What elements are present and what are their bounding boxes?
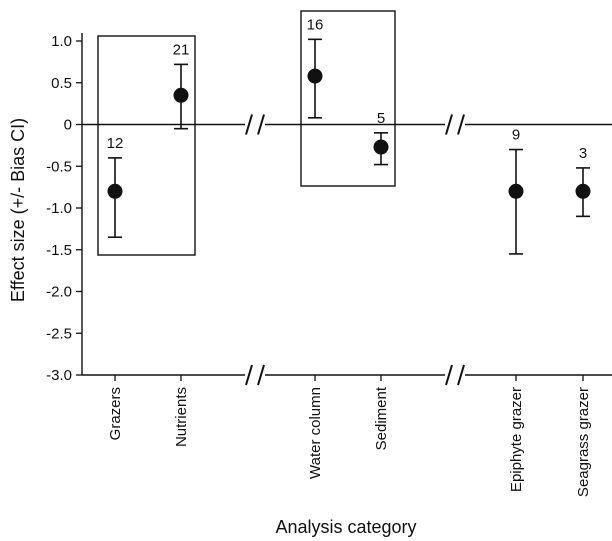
axis-break-gap [445, 372, 465, 378]
category-label: Water column [307, 387, 324, 479]
group-box [97, 35, 196, 256]
category-label: Grazers [107, 387, 124, 440]
data-point [575, 183, 591, 199]
axis-break-mark [245, 114, 253, 135]
x-axis-title: Analysis category [275, 517, 416, 537]
axis-break-mark [457, 364, 465, 386]
sample-size-label: 5 [377, 110, 385, 127]
axis-break-gap [245, 372, 265, 378]
axis-break-mark [245, 364, 253, 386]
axis-break-gap [245, 121, 265, 128]
sample-size-label: 12 [107, 135, 124, 152]
category-label: Nutrients [173, 387, 190, 447]
sample-size-label: 9 [512, 127, 520, 144]
group-box [300, 10, 396, 187]
sample-size-label: 3 [579, 145, 587, 162]
category-label: Epiphyte grazer [508, 387, 525, 492]
category-label: Sediment [373, 386, 390, 450]
data-point [307, 68, 323, 84]
data-point [508, 183, 524, 199]
y-tick-label: -1.5 [46, 242, 72, 259]
axis-break-mark [257, 364, 265, 386]
y-tick-label: -0.5 [46, 158, 72, 175]
sample-size-label: 21 [173, 41, 190, 58]
y-tick-label: 0.5 [51, 75, 72, 92]
axis-break-mark [257, 114, 265, 135]
category-label: Seagrass grazer [575, 387, 592, 497]
y-tick-label: -1.0 [46, 200, 72, 217]
data-point [107, 183, 123, 199]
data-point [173, 87, 189, 103]
axis-break-mark [457, 114, 465, 135]
y-tick-label: -3.0 [46, 367, 72, 384]
axis-break-gap [445, 121, 465, 128]
y-tick-label: -2.0 [46, 284, 72, 301]
y-axis-title: Effect size (+/- Bias CI) [8, 118, 28, 302]
y-tick-label: -2.5 [46, 325, 72, 342]
sample-size-label: 16 [307, 16, 324, 33]
axis-break-mark [445, 114, 453, 135]
axis-break-mark [445, 364, 453, 386]
y-tick-label: 1.0 [51, 33, 72, 50]
data-point [373, 139, 389, 155]
y-tick-label: 0 [64, 117, 72, 134]
